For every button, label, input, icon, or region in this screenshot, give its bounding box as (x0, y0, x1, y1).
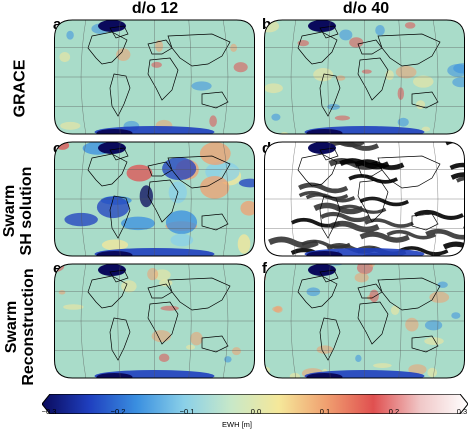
colorbar-tick: 0.3 (456, 407, 468, 416)
coastline (319, 25, 339, 39)
coastline (377, 155, 441, 189)
coastline (87, 275, 128, 309)
colorbar-tick: −0.1 (179, 407, 195, 416)
coastline (87, 31, 128, 65)
row-title-swarm-reconstruction: Swarm Reconstruction (3, 268, 37, 386)
map-canvas (54, 19, 255, 135)
coastline (357, 179, 389, 223)
coastline (357, 283, 383, 299)
coastline (411, 335, 439, 353)
coastline (147, 179, 179, 223)
row-title-grace: GRACE (11, 59, 29, 118)
colorbar-unit-label: EWH [m] (222, 420, 252, 429)
colorbar-tick: −0.2 (110, 407, 126, 416)
coastline (109, 317, 131, 361)
column-title-left: d/o 12 (131, 0, 179, 17)
colorbar-tick: 0.1 (319, 407, 331, 416)
coastline (377, 277, 441, 311)
map-swarm-recon-do40 (262, 262, 467, 380)
coastline (87, 153, 128, 187)
map-grace-do12 (52, 18, 257, 136)
coastline (201, 213, 229, 231)
colorbar (42, 394, 468, 414)
coastline (411, 91, 439, 109)
coastline (297, 275, 338, 309)
coastline (357, 301, 389, 345)
map-canvas (264, 141, 465, 257)
colorbar-tick: 0.0 (250, 407, 262, 416)
map-swarm-sh-do40 (262, 140, 467, 258)
coastline (411, 213, 439, 231)
coastline (109, 25, 129, 39)
coastline (109, 195, 131, 239)
coastline (167, 33, 231, 67)
coastline (319, 317, 341, 361)
coastline (109, 147, 129, 161)
coastline (201, 91, 229, 109)
panel-label-f: f (262, 260, 267, 277)
coastline (357, 161, 383, 177)
panel-label-e: e (53, 260, 62, 277)
coastline (147, 301, 179, 345)
map-canvas (54, 141, 255, 257)
map-canvas (264, 263, 465, 379)
coastline (319, 269, 339, 283)
column-title-right: d/o 40 (342, 0, 390, 17)
panel-label-a: a (53, 16, 62, 33)
coastline (297, 153, 338, 187)
coastline (357, 39, 383, 55)
coastline (201, 335, 229, 353)
coastline (297, 31, 338, 65)
map-swarm-recon-do12 (52, 262, 257, 380)
coastline (319, 73, 341, 117)
coastline (377, 33, 441, 67)
row-title-swarm-sh: Swarm SH solution (1, 166, 35, 256)
coastline (167, 155, 231, 189)
panel-label-b: b (262, 16, 272, 33)
map-canvas (54, 263, 255, 379)
coastline (319, 147, 339, 161)
coastline (357, 57, 389, 101)
map-grace-do40 (262, 18, 467, 136)
coastline (109, 73, 131, 117)
coastline (147, 161, 173, 177)
coastline (109, 269, 129, 283)
coastline (147, 39, 173, 55)
coastline (147, 57, 179, 101)
colorbar-tick: −0.3 (41, 407, 57, 416)
coastline (147, 283, 173, 299)
coastline (167, 277, 231, 311)
colorbar-tick: 0.2 (388, 407, 400, 416)
coastline (319, 195, 341, 239)
map-swarm-sh-do12 (52, 140, 257, 258)
map-canvas (264, 19, 465, 135)
panel-label-d: d (262, 140, 272, 157)
